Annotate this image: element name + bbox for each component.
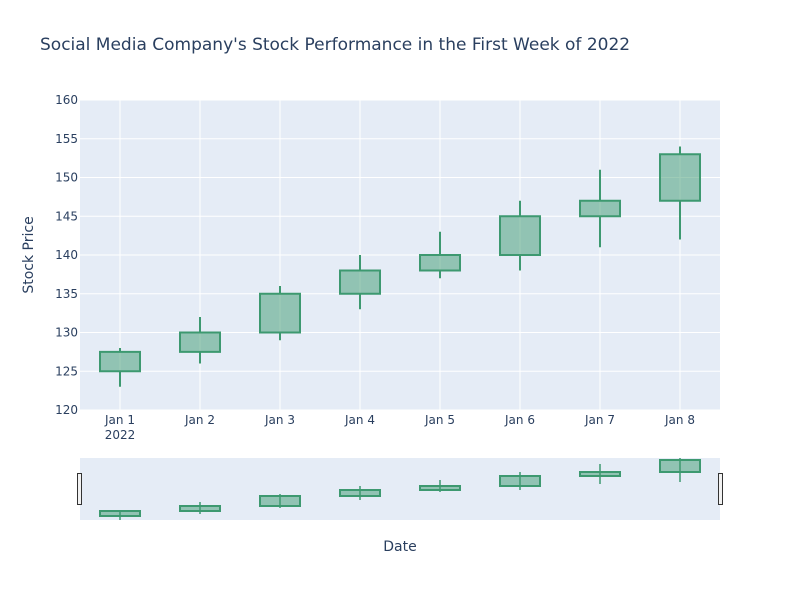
slider-candle-body — [259, 495, 301, 507]
candle[interactable] — [99, 348, 141, 387]
y-axis-ticks: 120 125 130 135 140 145 150 155 160 — [55, 93, 78, 417]
candle-body — [179, 331, 221, 353]
candle-body — [259, 292, 301, 334]
y-tick-label: 155 — [55, 132, 78, 146]
y-tick-label: 125 — [55, 364, 78, 378]
slider-candle — [659, 458, 701, 482]
candle[interactable] — [499, 200, 541, 271]
range-slider[interactable] — [80, 458, 720, 520]
candle-body — [339, 269, 381, 295]
slider-candle-body — [99, 510, 141, 517]
x-tick-label: Jan 7 — [584, 413, 615, 427]
slider-candle-body — [579, 471, 621, 477]
x-axis-label: Date — [383, 539, 416, 555]
range-slider-candles — [99, 458, 701, 520]
x-tick-label: Jan 8 — [664, 413, 695, 427]
slider-candle — [339, 486, 381, 500]
slider-candle — [579, 464, 621, 484]
candle[interactable] — [179, 317, 221, 364]
x-tick-label: Jan 5 — [424, 413, 455, 427]
candle[interactable] — [259, 286, 301, 341]
x-axis-ticks: Jan 1 Jan 2 Jan 3 Jan 4 Jan 5 Jan 6 Jan 7 Jan 8 — [104, 413, 695, 427]
candles[interactable] — [99, 146, 701, 387]
range-slider-right-handle[interactable] — [718, 473, 723, 505]
y-tick-label: 140 — [55, 248, 78, 262]
slider-candle-body — [659, 459, 701, 473]
slider-candle-body — [499, 475, 541, 487]
x-tick-label: Jan 4 — [344, 413, 375, 427]
slider-candle-body — [179, 505, 221, 512]
candle-body — [579, 199, 621, 218]
slider-candle — [259, 494, 301, 508]
y-tick-label: 145 — [55, 209, 78, 223]
y-tick-label: 120 — [55, 403, 78, 417]
chart-title: Social Media Company's Stock Performance… — [40, 35, 630, 55]
candle-body — [419, 254, 461, 272]
y-tick-label: 135 — [55, 287, 78, 301]
y-axis-label: Stock Price — [21, 216, 37, 293]
y-tick-label: 150 — [55, 171, 78, 185]
candle-body — [499, 215, 541, 256]
slider-candle — [419, 480, 461, 492]
candle-body — [99, 350, 141, 373]
candle-body — [659, 153, 701, 202]
candle[interactable] — [659, 146, 701, 240]
slider-candle — [499, 472, 541, 490]
candle[interactable] — [579, 169, 621, 248]
y-tick-label: 130 — [55, 326, 78, 340]
slider-candle — [179, 502, 221, 514]
x-tick-label: Jan 6 — [504, 413, 535, 427]
slider-candle-body — [339, 489, 381, 497]
y-tick-label: 160 — [55, 93, 78, 107]
candle[interactable] — [339, 255, 381, 310]
x-axis-year-label: 2022 — [105, 428, 136, 442]
range-slider-left-handle[interactable] — [77, 473, 82, 505]
x-tick-label: Jan 1 — [104, 413, 135, 427]
x-tick-label: Jan 3 — [264, 413, 295, 427]
slider-candle — [99, 510, 141, 520]
x-tick-label: Jan 2 — [184, 413, 215, 427]
candle[interactable] — [419, 231, 461, 279]
slider-candle-body — [419, 485, 461, 491]
